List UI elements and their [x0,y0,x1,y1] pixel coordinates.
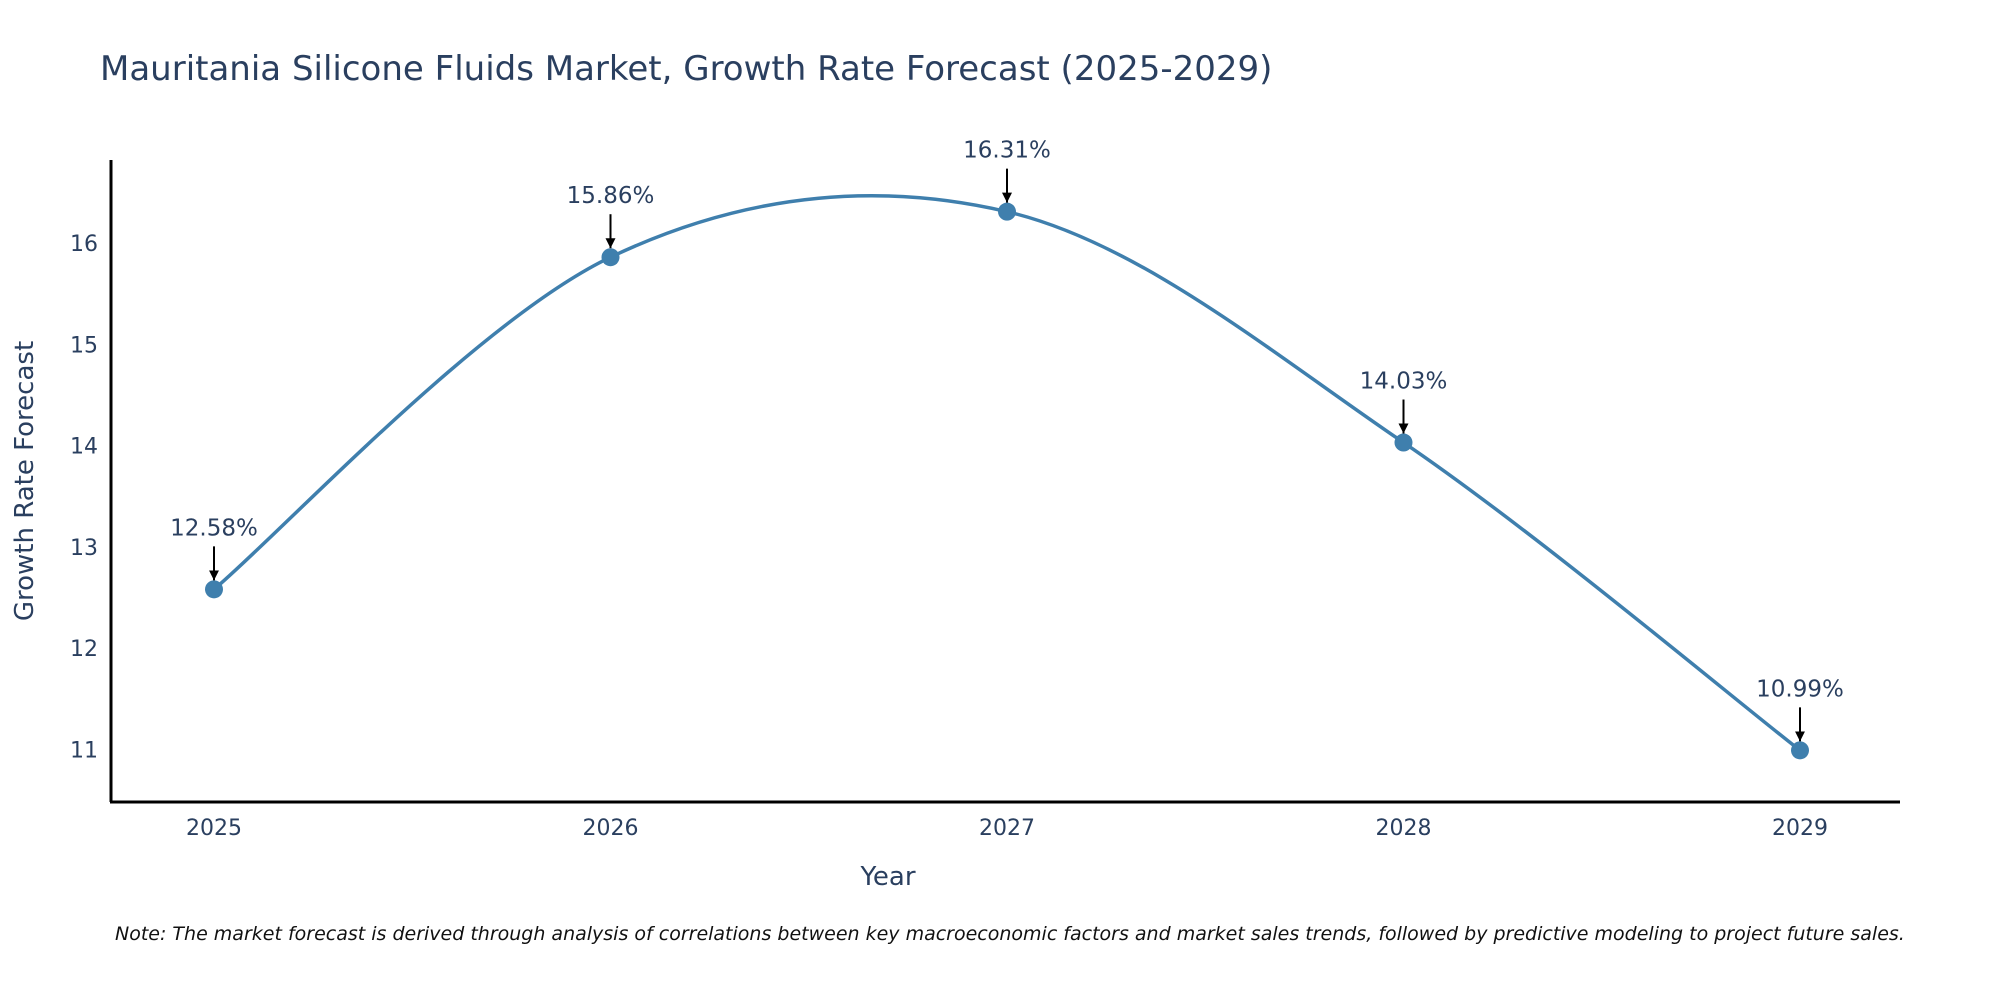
data-point [1791,741,1809,760]
data-point [205,580,223,599]
x-tick-label: 2027 [979,816,1035,841]
data-point [1394,433,1413,452]
data-label: 10.99% [1756,676,1844,702]
forecast-note: Note: The market forecast is derived thr… [115,923,1905,945]
y-tick-label: 16 [70,232,98,257]
y-axis-title: Growth Rate Forecast [10,341,40,621]
x-tick-label: 2025 [186,816,242,841]
x-tick-label: 2029 [1772,816,1828,841]
x-tick-label: 2028 [1376,816,1432,841]
y-tick-label: 14 [70,435,98,460]
data-point [601,248,620,267]
data-point [998,202,1016,221]
data-label: 14.03% [1360,369,1448,395]
data-label: 16.31% [963,138,1051,164]
series-line [212,193,1802,752]
x-tick-label: 2026 [583,816,639,841]
chart-title: Mauritania Silicone Fluids Market, Growt… [100,49,1272,89]
y-tick-label: 13 [70,536,98,561]
y-tick-label: 12 [70,637,98,662]
y-tick-label: 15 [70,333,98,358]
x-axis-title: Year [859,862,915,892]
y-tick-label: 11 [70,738,98,763]
data-label: 12.58% [170,515,258,541]
data-label: 15.86% [567,183,655,209]
